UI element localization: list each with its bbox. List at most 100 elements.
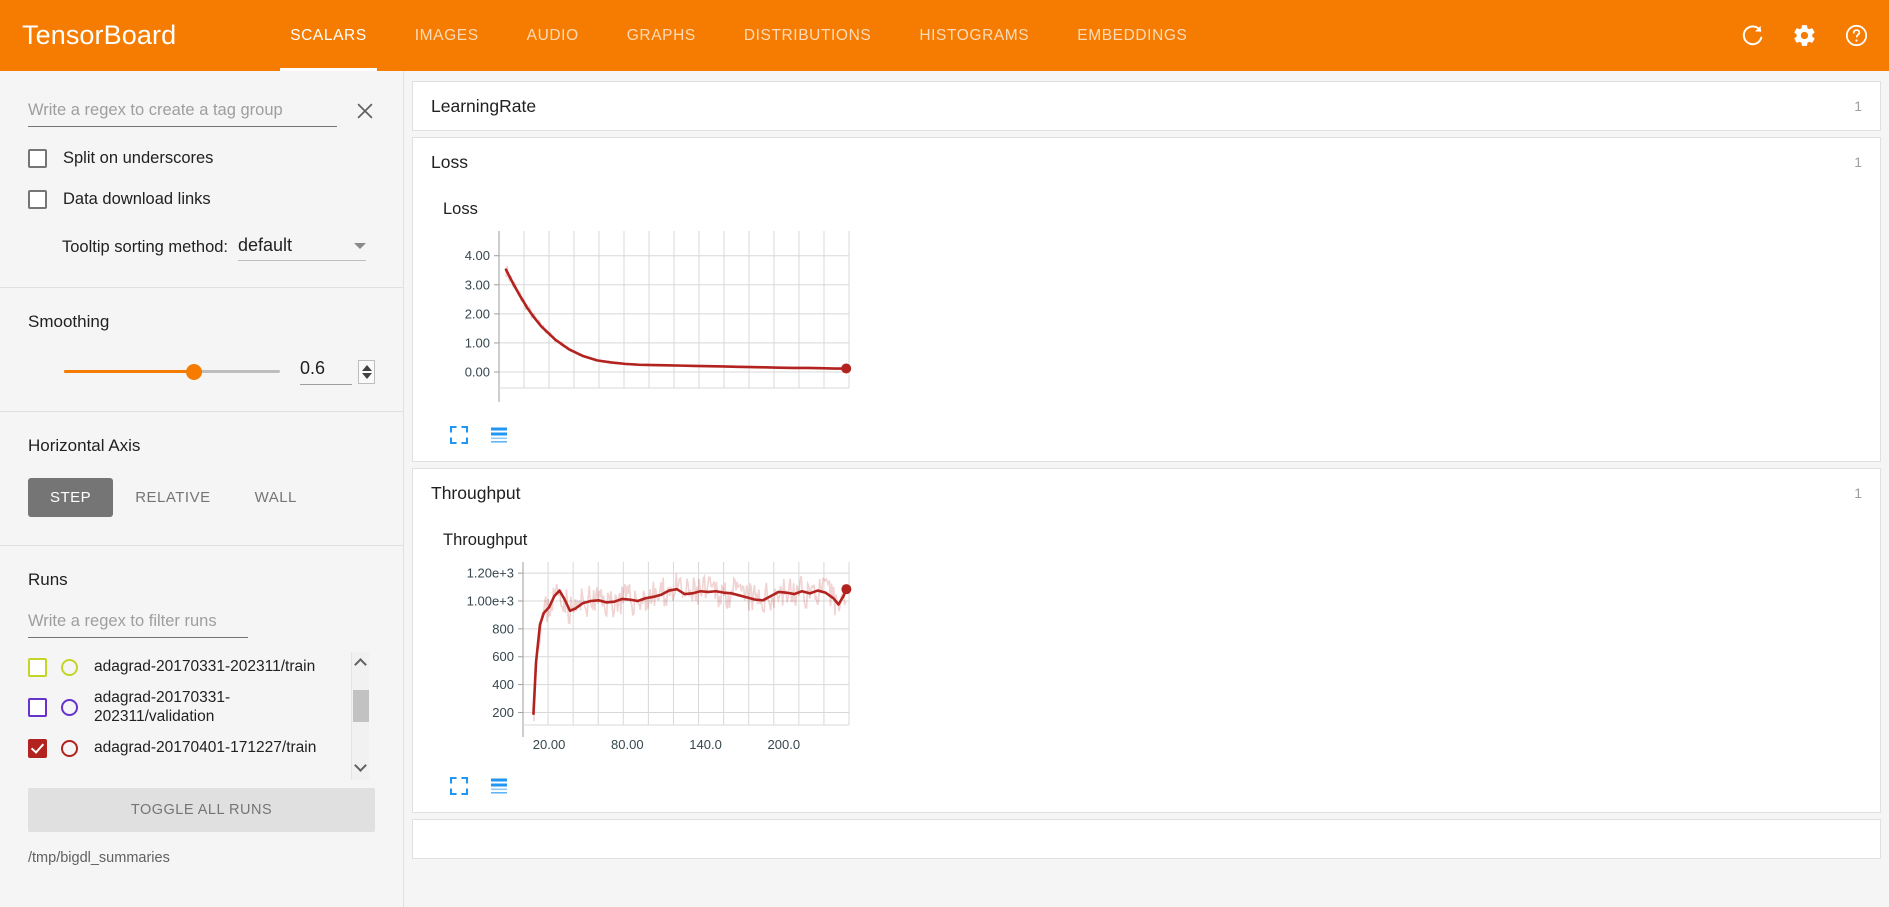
tab-audio[interactable]: AUDIO [503,0,603,71]
checkbox-box [28,190,47,209]
logdir-path: /tmp/bigdl_summaries [28,850,170,866]
toggle-series-icon[interactable] [489,776,509,796]
tooltip-sorting-label: Tooltip sorting method: [62,238,229,256]
scroll-up-icon[interactable] [354,658,367,671]
left-sidebar: Split on underscores Data download links… [0,71,404,907]
svg-text:80.00: 80.00 [611,737,644,752]
card-next-partial [412,819,1881,859]
stepper-down-icon[interactable] [361,372,372,379]
svg-text:200: 200 [492,705,514,720]
app-header: TensorBoard SCALARS IMAGES AUDIO GRAPHS … [0,0,1889,71]
smoothing-control: 0.6 [28,358,375,411]
run-item-adagrad-20170331-202311-validation[interactable]: adagrad-20170331-202311/validation [28,683,375,733]
horizontal-axis-title: Horizontal Axis [28,436,141,455]
tab-audio-label: AUDIO [526,26,579,44]
run-color-swatch [61,659,78,676]
card-loss-body: Loss 0.00 1.00 2.00 3.00 4.00 [413,186,1880,461]
app-body: Split on underscores Data download links… [0,71,1889,907]
runs-title: Runs [28,570,68,589]
runs-list-scrollbar[interactable] [351,652,369,780]
tab-images[interactable]: IMAGES [391,0,503,71]
svg-text:2.00: 2.00 [465,306,490,321]
card-loss: Loss 1 Loss 0.00 1.00 2.00 3.00 4.00 [412,137,1881,462]
card-learningrate-title: LearningRate [431,95,537,116]
tab-histograms[interactable]: HISTOGRAMS [895,0,1053,71]
checkbox-data-download-links[interactable]: Data download links [28,190,375,209]
card-learningrate: LearningRate 1 [412,81,1881,131]
help-icon[interactable] [1843,23,1869,49]
run-color-swatch [61,699,78,717]
tooltip-sorting-select[interactable]: default [238,235,367,261]
svg-text:1.00: 1.00 [465,335,490,350]
tag-group-regex-input[interactable] [28,99,337,127]
card-learningrate-header[interactable]: LearningRate 1 [413,82,1880,130]
sidebar-divider [0,287,403,288]
run-color-swatch [61,739,78,757]
haxis-button-relative[interactable]: RELATIVE [135,489,211,506]
scroll-down-icon[interactable] [354,759,367,772]
run-item-label: adagrad-20170331-202311/train [94,658,316,676]
chart-throughput[interactable]: 200 400 600 800 1.00e+3 1.20e+3 20.00 80.00 140.… [437,556,1880,766]
tab-embeddings-label: EMBEDDINGS [1077,26,1188,44]
card-learningrate-count: 1 [1854,98,1862,114]
horizontal-axis-section: Horizontal Axis STEP RELATIVE WALL [0,436,403,545]
checkbox-split-on-underscores[interactable]: Split on underscores [28,149,375,168]
run-checkbox[interactable] [28,658,47,677]
smoothing-section: Smoothing 0.6 [0,312,403,411]
run-checkbox[interactable] [28,738,47,758]
expand-chart-icon[interactable] [449,776,469,796]
smoothing-stepper[interactable] [358,359,375,384]
smoothing-title: Smoothing [28,312,110,331]
runs-regex-filter-input[interactable] [28,610,248,638]
chart-throughput-svg: 200 400 600 800 1.00e+3 1.20e+3 20.00 80.00 140.… [467,562,852,752]
sidebar-options: Split on underscores Data download links… [0,149,403,287]
toggle-series-icon[interactable] [489,425,509,445]
tag-group-filter-row [0,71,403,127]
svg-text:200.0: 200.0 [768,737,801,752]
smoothing-value-input[interactable]: 0.6 [300,358,352,385]
run-checkbox[interactable] [28,698,47,718]
close-icon[interactable] [351,97,379,125]
chart-throughput-toolbar [449,776,1880,796]
svg-text:140.0: 140.0 [689,737,722,752]
toggle-all-runs-button[interactable]: TOGGLE ALL RUNS [28,788,375,832]
runs-section: Runs adagrad-20170331-202311/train adagr… [0,570,403,866]
card-loss-header[interactable]: Loss 1 [413,138,1880,186]
tab-histograms-label: HISTOGRAMS [919,26,1030,44]
svg-text:400: 400 [492,677,514,692]
tab-images-label: IMAGES [414,26,479,44]
tab-graphs[interactable]: GRAPHS [603,0,720,71]
run-item-adagrad-20170401-171227-train[interactable]: adagrad-20170401-171227/train [28,733,375,764]
horizontal-axis-buttons: STEP RELATIVE WALL [28,478,375,545]
tab-scalars-label: SCALARS [290,26,367,44]
card-loss-count: 1 [1854,154,1862,170]
haxis-button-step[interactable]: STEP [28,478,114,517]
tab-distributions[interactable]: DISTRIBUTIONS [720,0,896,71]
stepper-up-icon[interactable] [361,364,372,371]
chevron-down-icon [354,243,367,249]
expand-chart-icon[interactable] [449,425,469,445]
checkbox-data-download-links-label: Data download links [63,190,211,208]
tab-scalars[interactable]: SCALARS [266,0,391,71]
tooltip-sorting-value: default [238,235,293,255]
checkbox-split-on-underscores-label: Split on underscores [63,149,214,167]
slider-fill [64,369,194,373]
header-actions [1739,23,1869,49]
tooltip-sorting-row: Tooltip sorting method: default [28,235,375,287]
scrollbar-thumb[interactable] [353,690,369,722]
smoothing-slider[interactable] [64,362,280,382]
card-throughput-header[interactable]: Throughput 1 [413,469,1880,517]
run-item-label: adagrad-20170331-202311/validation [94,689,231,725]
run-item-adagrad-20170331-202311-train[interactable]: adagrad-20170331-202311/train [28,652,375,683]
card-loss-title: Loss [431,151,468,172]
tab-graphs-label: GRAPHS [626,26,696,44]
slider-thumb[interactable] [185,363,202,380]
svg-text:0.00: 0.00 [465,365,490,380]
settings-gear-icon[interactable] [1791,23,1817,49]
tab-embeddings[interactable]: EMBEDDINGS [1053,0,1211,71]
refresh-icon[interactable] [1739,23,1765,49]
chart-loss[interactable]: 0.00 1.00 2.00 3.00 4.00 [437,225,1880,415]
card-throughput: Throughput 1 Throughput 200 400 600 800 1.00… [412,468,1881,813]
runs-list: adagrad-20170331-202311/train adagrad-20… [28,652,375,780]
haxis-button-wall[interactable]: WALL [254,489,297,506]
